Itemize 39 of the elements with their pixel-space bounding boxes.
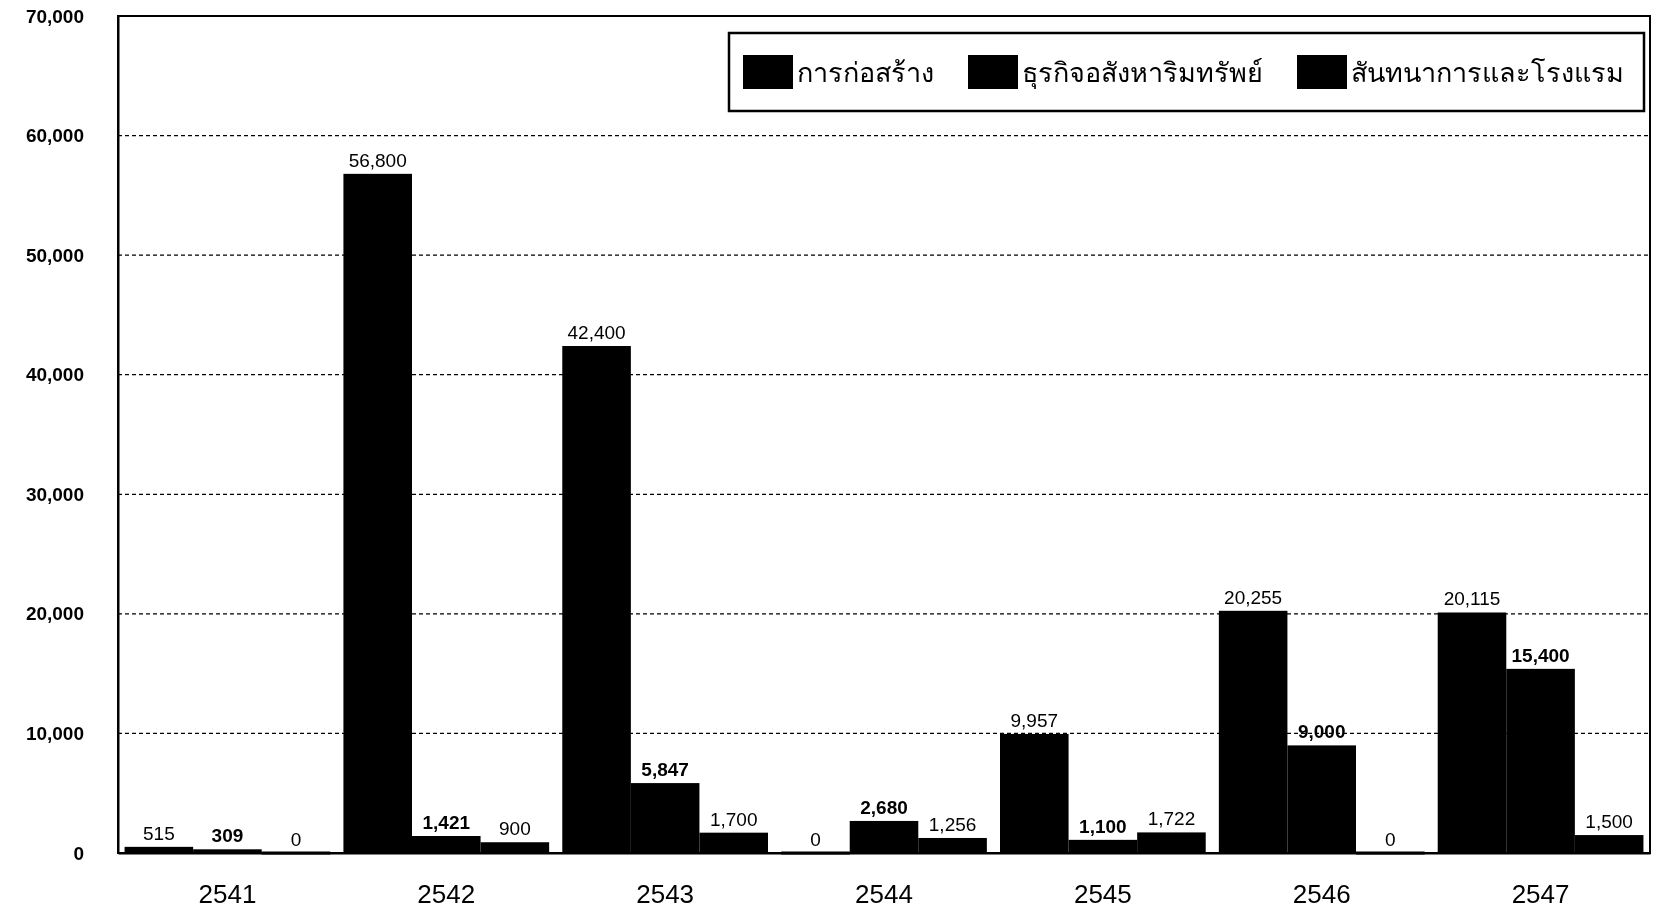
data-label: 5,847 bbox=[641, 759, 689, 781]
data-label: 309 bbox=[211, 825, 244, 847]
x-tick-label: 2542 bbox=[417, 879, 476, 910]
y-tick-label: 20,000 bbox=[25, 603, 84, 625]
y-tick-label: 40,000 bbox=[25, 364, 84, 386]
x-tick-label: 2543 bbox=[636, 879, 695, 910]
y-tick-label: 60,000 bbox=[25, 125, 84, 147]
x-tick-label: 2541 bbox=[198, 879, 257, 910]
data-label: 42,400 bbox=[567, 322, 626, 344]
data-label: 1,100 bbox=[1079, 815, 1127, 837]
legend-label: ธุรกิจอสังหาริมทรัพย์ bbox=[1022, 57, 1263, 90]
data-label: 1,722 bbox=[1147, 808, 1196, 830]
data-label: 2,680 bbox=[860, 796, 908, 818]
y-tick-label: 50,000 bbox=[25, 244, 84, 266]
data-label: 20,115 bbox=[1443, 588, 1501, 610]
data-label: 515 bbox=[143, 822, 175, 844]
data-label: 0 bbox=[1385, 829, 1396, 850]
legend-label: การก่อสร้าง bbox=[797, 58, 934, 88]
x-tick-label: 2545 bbox=[1073, 879, 1132, 910]
data-label: 15,400 bbox=[1511, 644, 1570, 666]
data-label: 9,957 bbox=[1010, 709, 1059, 731]
data-label: 1,256 bbox=[928, 813, 977, 835]
y-tick-label: 70,000 bbox=[25, 5, 84, 27]
data-label: 0 bbox=[290, 829, 302, 850]
legend-label: สันทนาการและโรงแรม bbox=[1351, 58, 1624, 88]
x-tick-label: 2546 bbox=[1292, 879, 1351, 910]
data-label: 9,000 bbox=[1297, 721, 1346, 743]
data-label: 20,255 bbox=[1224, 586, 1283, 608]
x-tick-label: 2547 bbox=[1511, 879, 1570, 910]
y-tick-label: 0 bbox=[73, 842, 84, 864]
data-label: 1,700 bbox=[709, 808, 758, 830]
data-label: 900 bbox=[499, 818, 531, 840]
x-tick-label: 2544 bbox=[855, 879, 913, 910]
data-label: 1,500 bbox=[1585, 811, 1633, 833]
y-tick-label: 10,000 bbox=[25, 723, 84, 745]
y-tick-label: 30,000 bbox=[25, 483, 84, 505]
data-label: 1,421 bbox=[422, 812, 471, 834]
data-label: 0 bbox=[810, 829, 821, 850]
data-label: 56,800 bbox=[348, 149, 407, 171]
